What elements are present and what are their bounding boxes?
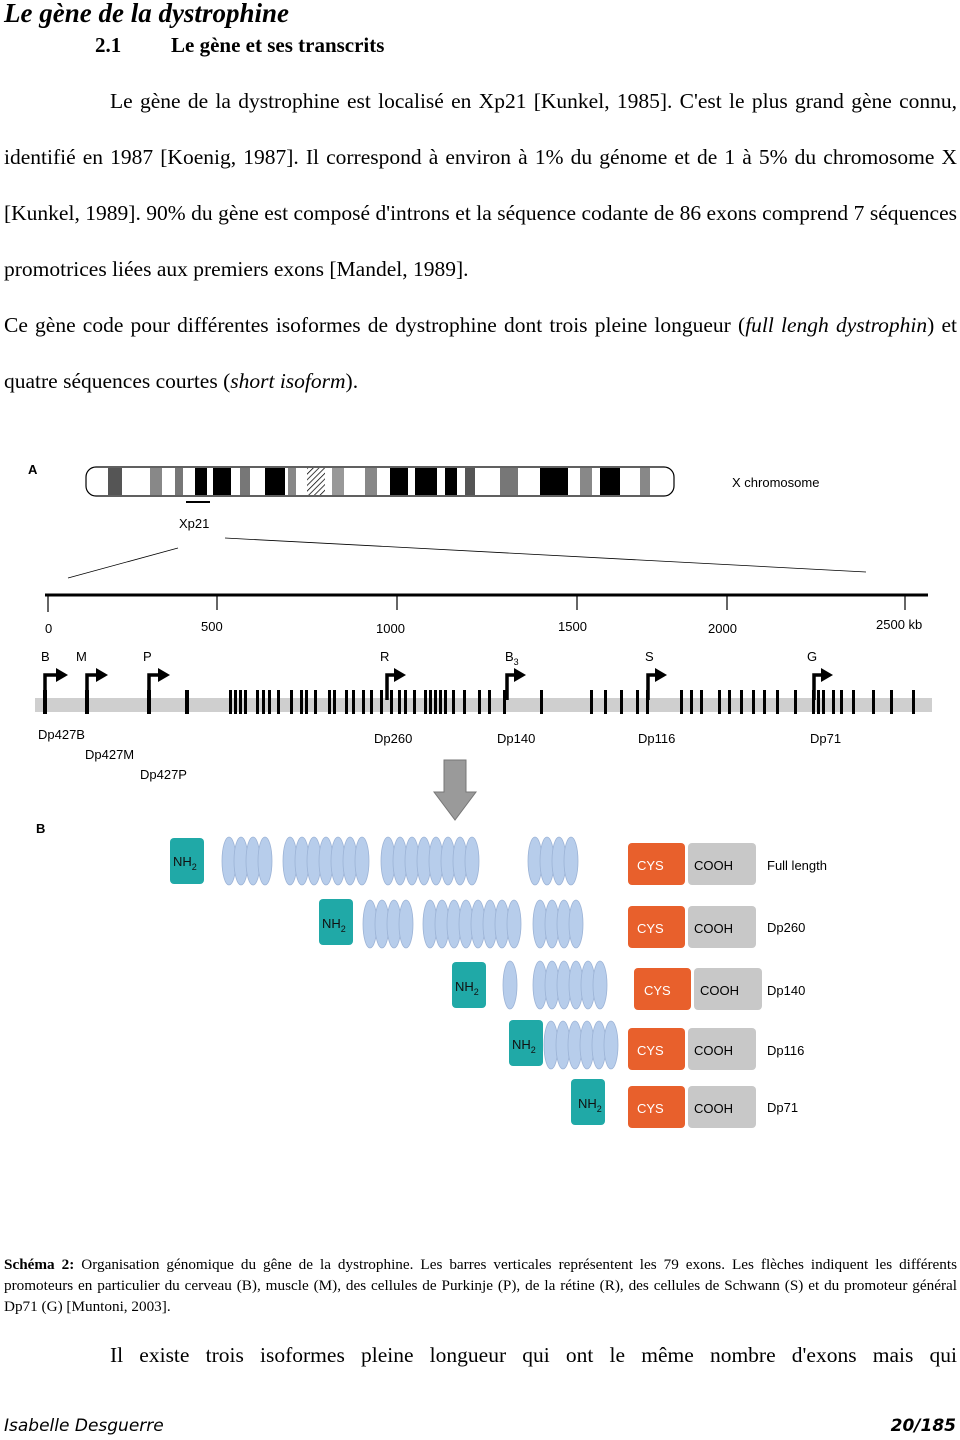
repeat-unit: [354, 836, 370, 886]
promoter-arrows: [43, 673, 823, 700]
promoter-label-b3: B3: [505, 649, 519, 667]
paragraph-text-2: Ce gène code pour différentes isoformes …: [4, 313, 957, 393]
dystrophin-gene-figure: A X chromosome Xp21 0: [28, 462, 932, 1128]
promoter-label-m: M: [76, 649, 87, 664]
svg-text:CYS: CYS: [637, 1101, 664, 1116]
svg-text:COOH: COOH: [694, 858, 733, 873]
svg-text:NH2: NH2: [173, 854, 197, 872]
svg-text:COOH: COOH: [694, 921, 733, 936]
scale-tick-label: 2500 kb: [876, 617, 922, 632]
isoform-dp140: NH2 CYS COOH Dp140: [452, 962, 805, 1010]
x-chromosome-label: X chromosome: [732, 475, 819, 490]
repeat-unit: [506, 899, 522, 949]
repeat-unit: [257, 836, 273, 886]
svg-text:COOH: COOH: [694, 1043, 733, 1058]
svg-text:Dp260: Dp260: [767, 920, 805, 935]
scale-tick-label: 1000: [376, 621, 405, 636]
svg-text:Dp140: Dp140: [767, 983, 805, 998]
repeat-unit: [592, 960, 608, 1010]
section-number: 2.1: [95, 33, 122, 57]
svg-text:NH2: NH2: [322, 916, 346, 934]
x-chromosome-ideogram: [85, 466, 675, 497]
svg-text:NH2: NH2: [512, 1037, 536, 1055]
body-paragraph-1: Le gène de la dystrophine est localisé e…: [4, 73, 957, 409]
promoter-label-b: B: [41, 649, 50, 664]
caption-text: Organisation génomique du gêne de la dys…: [4, 1256, 957, 1315]
svg-text:COOH: COOH: [700, 983, 739, 998]
footer-author: Isabelle Desguerre: [4, 1416, 164, 1436]
scale-tick-label: 0: [45, 621, 52, 636]
scale-tick-label: 1500: [558, 619, 587, 634]
footer-page-number: 20/185: [890, 1416, 956, 1436]
isoform-full-length: NH2 CYS COOH Full length: [170, 838, 827, 885]
scale-tick-label: 500: [201, 619, 223, 634]
svg-text:Full length: Full length: [767, 858, 827, 873]
paragraph-text: Le gène de la dystrophine est localisé e…: [4, 89, 957, 281]
svg-text:CYS: CYS: [637, 921, 664, 936]
promoter-label-p: P: [143, 649, 152, 664]
figure-caption: Schéma 2: Organisation génomique du gêne…: [4, 1254, 957, 1317]
scale-tick-label: 2000: [708, 621, 737, 636]
spectrin-repeats: [221, 836, 619, 1070]
down-arrow-icon: [433, 759, 477, 821]
panel-b-label: B: [36, 821, 45, 836]
exon-bars: [43, 690, 915, 714]
transcript-label: Dp116: [638, 731, 675, 746]
transcript-label: Dp427P: [140, 767, 187, 782]
svg-text:NH2: NH2: [455, 979, 479, 997]
caption-label: Schéma 2:: [4, 1256, 75, 1273]
transcript-label: Dp427B: [38, 727, 85, 742]
svg-text:Dp116: Dp116: [767, 1043, 804, 1058]
transcript-label: Dp427M: [85, 747, 134, 762]
repeat-unit: [603, 1020, 619, 1070]
svg-text:CYS: CYS: [637, 858, 664, 873]
promoter-label-r: R: [380, 649, 389, 664]
promoter-label-g: G: [807, 649, 817, 664]
svg-text:NH2: NH2: [578, 1096, 602, 1114]
svg-text:CYS: CYS: [644, 983, 671, 998]
transcript-label: Dp71: [810, 731, 841, 746]
chapter-title: Le gène de la dystrophine: [4, 0, 289, 28]
gene-bar: [35, 698, 932, 712]
svg-text:CYS: CYS: [637, 1043, 664, 1058]
section-title: Le gène et ses transcrits: [171, 33, 385, 57]
isoform-dp71: NH2 CYS COOH Dp71: [571, 1079, 798, 1128]
transcript-label: Dp140: [497, 731, 535, 746]
body-paragraph-2: Il existe trois isoformes pleine longueu…: [110, 1343, 957, 1367]
panel-a-label: A: [28, 462, 38, 477]
isoform-dp260: NH2 CYS COOH Dp260: [319, 899, 805, 948]
section-heading: 2.1 Le gène et ses transcrits: [95, 33, 384, 58]
isoform-dp116: NH2 CYS COOH Dp116: [509, 1020, 804, 1070]
repeat-unit: [464, 836, 480, 886]
repeat-unit: [502, 960, 518, 1010]
promoter-label-s: S: [645, 649, 654, 664]
svg-text:Dp71: Dp71: [767, 1100, 798, 1115]
repeat-unit: [398, 899, 414, 949]
transcript-label: Dp260: [374, 731, 412, 746]
svg-text:COOH: COOH: [694, 1101, 733, 1116]
repeat-unit: [568, 899, 584, 949]
repeat-unit: [563, 836, 579, 886]
xp21-label: Xp21: [179, 516, 209, 531]
